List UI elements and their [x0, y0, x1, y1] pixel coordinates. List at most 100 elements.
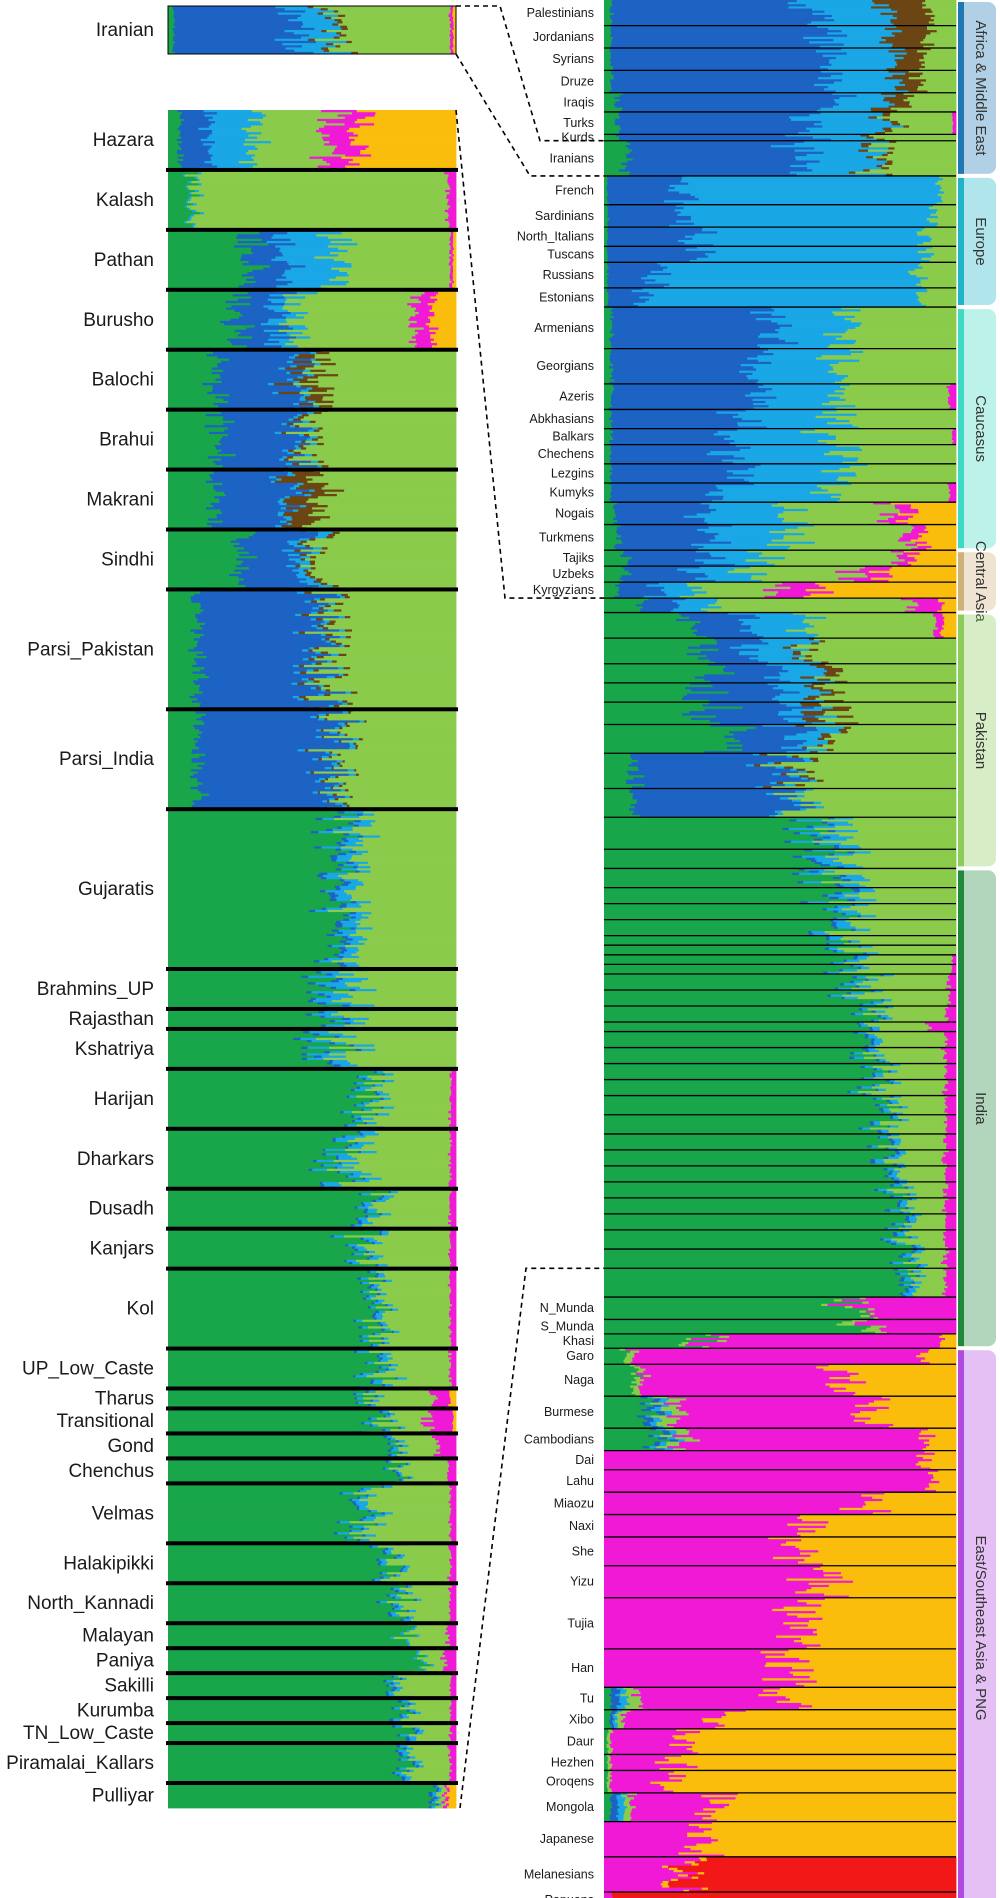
ancestry-segment: [200, 604, 319, 608]
ancestry-segment: [450, 1108, 457, 1112]
ancestry-segment: [333, 1159, 451, 1163]
ancestry-segment: [415, 1627, 447, 1631]
ancestry-segment: [445, 1641, 457, 1645]
ancestry-segment: [345, 938, 354, 941]
ancestry-segment: [453, 232, 457, 235]
ancestry-segment: [321, 907, 327, 911]
ancestry-segment: [168, 892, 329, 895]
group-separator: [166, 467, 458, 472]
ancestry-segment: [604, 19, 613, 22]
ancestry-segment: [168, 942, 345, 946]
ancestry-segment: [370, 1379, 375, 1383]
ancestry-segment: [288, 19, 336, 22]
ancestry-segment: [604, 368, 614, 372]
ancestry-segment: [717, 231, 918, 234]
ancestry-segment: [419, 1650, 445, 1654]
ancestry-segment: [897, 10, 933, 14]
ancestry-segment: [604, 266, 609, 270]
ancestry-segment: [337, 14, 346, 18]
ancestry-segment: [168, 771, 199, 775]
ancestry-segment: [449, 1235, 457, 1238]
ancestry-segment: [385, 1691, 389, 1694]
ancestry-segment: [379, 1230, 383, 1234]
ancestry-segment: [610, 474, 755, 477]
ancestry-segment: [168, 205, 186, 209]
ancestry-segment: [409, 1751, 451, 1755]
ancestry-segment: [891, 8, 932, 12]
ancestry-segment: [324, 767, 332, 770]
ancestry-segment: [168, 1020, 331, 1023]
ancestry-segment: [168, 487, 214, 490]
ancestry-segment: [403, 1605, 450, 1609]
ancestry-segment: [604, 169, 620, 172]
ancestry-segment: [168, 114, 181, 118]
ancestry-segment: [307, 680, 314, 684]
ancestry-segment: [168, 644, 198, 648]
ancestry-segment: [299, 485, 325, 488]
ancestry-segment: [450, 1088, 457, 1092]
ancestry-segment: [384, 1273, 451, 1276]
ancestry-segment: [949, 407, 957, 410]
ancestry-segment: [174, 21, 303, 24]
ancestry-segment: [217, 363, 316, 366]
ancestry-segment: [604, 407, 610, 410]
ancestry-segment: [168, 647, 195, 650]
ancestry-segment: [212, 163, 258, 166]
ancestry-segment: [305, 440, 457, 444]
ancestry-segment: [305, 265, 352, 268]
ancestry-segment: [874, 2, 923, 5]
ancestry-segment: [382, 1467, 386, 1471]
ancestry-segment: [604, 151, 630, 155]
ancestry-segment: [604, 116, 621, 120]
ancestry-segment: [328, 482, 457, 486]
ancestry-segment: [276, 476, 307, 479]
ancestry-segment: [733, 455, 844, 458]
ancestry-segment: [450, 25, 454, 29]
ancestry-segment: [298, 509, 326, 513]
ancestry-segment: [320, 1164, 325, 1167]
ancestry-segment: [365, 147, 457, 151]
ancestry-segment: [348, 136, 457, 140]
ancestry-segment: [350, 141, 457, 144]
ancestry-segment: [168, 1435, 384, 1439]
ancestry-segment: [418, 1666, 422, 1670]
ancestry-segment: [369, 1538, 452, 1542]
ancestry-segment: [314, 27, 342, 31]
ancestry-segment: [452, 1428, 457, 1432]
ancestry-segment: [313, 365, 457, 368]
ancestry-segment: [406, 1774, 450, 1777]
ancestry-segment: [359, 1290, 364, 1294]
ancestry-segment: [604, 198, 608, 201]
ancestry-segment: [357, 1117, 362, 1121]
ancestry-segment: [347, 949, 360, 952]
ancestry-segment: [346, 283, 450, 286]
ancestry-segment: [421, 294, 437, 297]
ancestry-segment: [326, 877, 343, 880]
ancestry-segment: [168, 995, 328, 999]
ancestry-segment: [611, 413, 739, 417]
ancestry-segment: [168, 531, 256, 535]
ancestry-segment: [308, 498, 457, 502]
ancestry-segment: [413, 1769, 453, 1773]
ancestry-segment: [353, 132, 457, 135]
ancestry-segment: [337, 753, 342, 757]
ancestry-segment: [388, 1364, 392, 1367]
ancestry-segment: [356, 912, 372, 915]
ancestry-segment: [401, 1700, 410, 1704]
ancestry-segment: [446, 1659, 457, 1663]
ancestry-segment: [604, 307, 614, 310]
ancestry-segment: [168, 678, 199, 681]
ancestry-segment: [270, 480, 276, 484]
ancestry-segment: [449, 1255, 457, 1258]
ancestry-segment: [168, 1709, 408, 1713]
ancestry-segment: [371, 1202, 451, 1205]
ancestry-segment: [168, 254, 243, 257]
ancestry-segment: [168, 507, 207, 510]
ancestry-segment: [168, 1173, 352, 1176]
ancestry-segment: [168, 636, 201, 639]
ancestry-segment: [604, 478, 612, 482]
ancestry-segment: [311, 522, 457, 526]
ancestry-segment: [747, 377, 845, 380]
ancestry-segment: [368, 1350, 449, 1354]
ancestry-segment: [319, 684, 325, 688]
